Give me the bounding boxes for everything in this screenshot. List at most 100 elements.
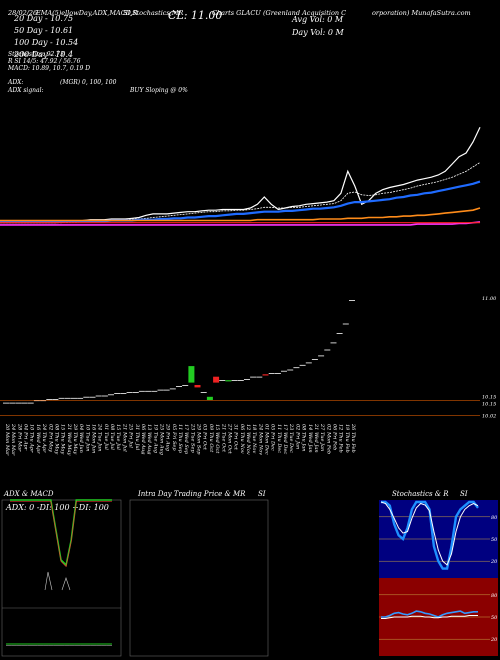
stoch-k-line	[381, 500, 479, 570]
header-indicators: EMA(5)ellowDay,ADX,MACD,R	[35, 9, 138, 17]
adx-readout: ADX: 0 -DI: 100 +DI: 100	[5, 503, 109, 512]
candle	[213, 376, 220, 383]
candle	[89, 396, 96, 398]
candle	[342, 323, 349, 325]
adx-signal-label: ADX signal:	[7, 87, 44, 94]
candle	[27, 402, 34, 404]
candle	[145, 390, 152, 392]
candle	[169, 388, 176, 390]
date-tick-label: 14 Wed Jan	[307, 424, 313, 453]
date-tick-label: 29 Thu May	[72, 423, 78, 454]
date-tick-label: 24 Mon Nov	[257, 423, 263, 455]
date-tick-label: 20 Mon Mar	[4, 423, 10, 456]
date-tick-label: 15 Tue Jul	[115, 424, 121, 450]
chart-symbol: Charts GLACU	[212, 9, 261, 17]
candle	[225, 380, 232, 382]
candle	[206, 396, 213, 401]
candle	[132, 392, 139, 393]
ma200-text: 200 Day - 10.4	[13, 50, 73, 59]
candle	[250, 376, 257, 378]
date-tick-label: 19 Tue Aug	[152, 424, 158, 453]
date-tick-label: 17 Wed Sep	[183, 424, 189, 455]
date-tick-label: 06 Wed Aug	[140, 424, 146, 454]
price-axis-label: 10.02	[482, 414, 496, 420]
candle	[138, 390, 145, 392]
date-tick-label: 08 Tue Jul	[109, 424, 115, 450]
stoch-d-line	[380, 501, 479, 566]
candle	[299, 364, 306, 366]
candle	[157, 389, 164, 391]
candle	[311, 359, 318, 360]
date-tick-label: 29 Mon Sep	[196, 423, 202, 455]
close-price: CL: 11.00	[168, 9, 222, 22]
date-tick-label: 08 Thu Jan	[301, 424, 307, 452]
rsi-text: R SI 14/5: 47.92 / 56.76	[7, 58, 81, 65]
date-tick-label: 28 Fri Mar	[16, 423, 22, 452]
candle	[3, 402, 9, 404]
candle	[176, 386, 182, 387]
date-tick-label: 05 Fri Sep	[171, 424, 177, 451]
day-vol-text: Day Vol: 0 M	[291, 28, 345, 37]
candle	[64, 397, 71, 399]
date-tick-label: 29 Fri Aug	[165, 423, 171, 451]
date-tick-label: 03 Fri Oct	[202, 424, 208, 451]
adx-macd-title: ADX & MACD	[3, 490, 54, 498]
price-axis-label: 10.15	[482, 394, 496, 400]
date-axis-labels: 20 Mon Mar 24 Mon Mar 28 Fri Mar 04 Fri Apr…	[4, 423, 356, 456]
date-tick-label: 02 Fri Jan	[294, 424, 300, 449]
adx-spikes	[44, 571, 71, 591]
candle	[83, 396, 90, 398]
date-tick-label: 31 Thu Jul	[134, 424, 140, 451]
candle	[9, 402, 16, 404]
date-tick-label: 27 Tue Jan	[319, 423, 325, 451]
date-tick-label: 06 Thu Nov	[239, 424, 245, 454]
candle	[188, 366, 195, 383]
candle	[330, 342, 337, 344]
ma-line-ema100	[0, 207, 481, 222]
candle	[77, 397, 84, 399]
ma50-text: 50 Day - 10.61	[14, 26, 73, 35]
di-minus-line	[10, 501, 112, 568]
rsi-tick-label: 20	[490, 637, 498, 643]
intraday-title: Intra Day Trading Price & MR	[137, 490, 246, 498]
candle	[336, 333, 343, 334]
candle	[58, 397, 65, 399]
date-tick-label: 21 Tue Oct	[220, 423, 226, 453]
date-tick-label: 23 Tue Sep	[189, 423, 195, 453]
candle	[182, 385, 189, 386]
date-tick-label: 26 Thu Feb	[350, 423, 356, 453]
date-tick-label: 25 Fri Jul	[128, 423, 134, 448]
macd-text: MACD: 10.89, 10.7, 0.19 D	[7, 65, 90, 72]
date-tick-label: 10 Tue Jun	[84, 424, 90, 452]
date-tick-label: 15 Wed Oct	[214, 424, 220, 454]
date-tick-label: 21 Wed Jan	[313, 423, 319, 453]
intraday-panel: Intra Day Trading Price & MR SI	[129, 490, 269, 657]
rsi-tick-label: 50	[491, 615, 498, 621]
candle	[101, 395, 108, 397]
candle	[200, 392, 207, 393]
date-tick-label: 11 Thu Sep	[177, 424, 183, 454]
date-tick-label: 10 Thu Apr	[29, 424, 35, 453]
candle	[126, 392, 133, 393]
date-tick-label: 02 Mon Feb	[325, 424, 331, 454]
candle	[318, 355, 325, 357]
adx-values: (MGR) 0, 100, 100	[60, 79, 117, 86]
date-tick-label: 21 Mon Jul	[121, 423, 127, 452]
candle	[108, 394, 114, 396]
date-tick-label: 05 Fri Dec	[270, 424, 276, 451]
candle	[268, 373, 275, 374]
candle	[219, 380, 226, 381]
date-tick-label: 12 Wed Nov	[245, 424, 251, 455]
rsi-line	[381, 610, 478, 618]
date-tick-label: 17 Wed Dec	[282, 424, 288, 454]
candle	[256, 376, 263, 378]
adx-macd-frame	[1, 499, 122, 657]
date-tick-label: 27 Mon Oct	[226, 423, 232, 455]
candle	[114, 393, 121, 394]
avg-vol-text: Avg Vol: 0 M	[291, 15, 344, 24]
stoch-tick-label: 20	[490, 559, 498, 565]
date-tick-label: 01 Tue Jul	[103, 424, 109, 450]
date-tick-label: 04 Wed Jun	[78, 424, 84, 453]
candle	[281, 370, 287, 372]
